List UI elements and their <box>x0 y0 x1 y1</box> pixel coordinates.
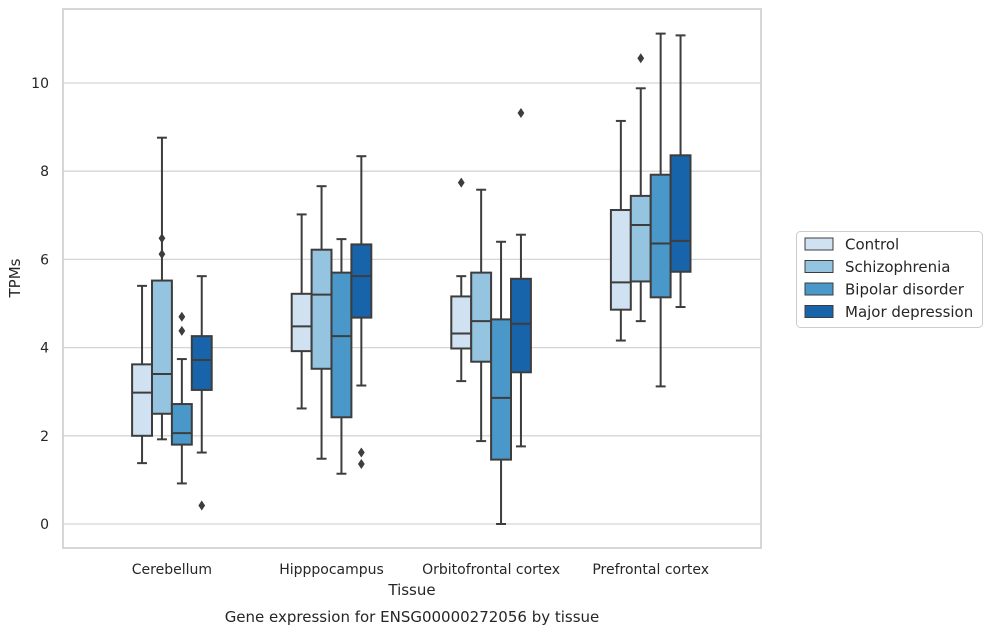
outlier-point <box>198 500 206 511</box>
box-body <box>609 209 632 311</box>
box <box>310 185 333 460</box>
box <box>190 275 213 511</box>
series-bipolar-disorder <box>170 32 672 525</box>
outlier-point <box>178 311 186 322</box>
x-tick-label: Hipppocampus <box>279 562 384 578</box>
box <box>649 32 672 388</box>
legend-item: Major depression <box>804 303 973 321</box>
box-body <box>290 292 313 353</box>
legend-label: Control <box>845 236 899 254</box>
legend-item: Bipolar disorder <box>804 281 965 299</box>
plot-area <box>131 32 692 525</box>
series-schizophrenia <box>151 53 652 460</box>
y-tick-label: 6 <box>40 252 49 268</box>
box-body <box>629 194 652 283</box>
box <box>490 240 513 525</box>
box-body <box>330 271 353 419</box>
box-body <box>310 248 333 370</box>
box <box>131 284 154 465</box>
legend-item: Schizophrenia <box>804 258 950 276</box>
box <box>669 34 692 309</box>
x-axis-label: Tissue <box>387 581 435 599</box>
box-body <box>669 154 692 273</box>
legend-frame <box>796 231 983 328</box>
y-tick-label: 4 <box>40 341 49 357</box>
box <box>170 311 193 485</box>
box <box>290 213 313 410</box>
outlier-point <box>457 177 465 188</box>
y-tick-label: 2 <box>40 429 49 445</box>
legend: Control Schizophrenia Bipolar disorder Majo… <box>796 231 983 328</box>
legend-swatch <box>804 305 834 318</box>
legend-item: Control <box>804 236 899 254</box>
outlier-point <box>178 325 186 336</box>
box-body <box>151 279 173 415</box>
legend-label: Major depression <box>845 303 973 321</box>
outlier-point <box>357 447 365 458</box>
outlier-point <box>357 459 365 470</box>
y-tick-label: 8 <box>40 164 49 180</box>
box-body <box>131 363 154 437</box>
box-body <box>190 335 213 391</box>
legend-label: Bipolar disorder <box>845 281 965 299</box>
chart-caption: Gene expression for ENSG00000272056 by t… <box>225 608 600 626</box>
legend-swatch <box>804 282 834 296</box>
box <box>450 177 473 383</box>
series-control <box>131 119 632 465</box>
outlier-point <box>158 249 166 260</box>
box-body <box>649 173 672 299</box>
y-axis-label: TPMs <box>6 258 24 298</box>
x-tick-label: Orbitofrontal cortex <box>422 562 560 578</box>
box-body <box>490 318 513 461</box>
y-axis-ticks: 0 2 4 6 8 10 <box>31 76 49 533</box>
y-tick-label: 10 <box>31 76 49 92</box>
outlier-point <box>517 107 525 118</box>
legend-swatch <box>804 237 834 251</box>
box <box>151 136 173 441</box>
box-body <box>450 295 473 350</box>
outlier-point <box>158 233 166 244</box>
outlier-point <box>637 53 645 64</box>
box <box>350 155 373 470</box>
box <box>629 53 652 323</box>
legend-swatch <box>804 260 834 273</box>
box-body <box>350 243 373 319</box>
box <box>470 188 493 443</box>
box-body <box>510 277 532 374</box>
series-major-depression <box>190 34 692 511</box>
x-tick-label: Prefrontal cortex <box>592 562 709 578</box>
legend-label: Schizophrenia <box>845 258 950 276</box>
x-axis-ticks: Cerebellum Hipppocampus Orbitofrontal cort… <box>132 562 709 578</box>
box-body <box>170 403 193 446</box>
box <box>510 107 532 448</box>
x-tick-label: Cerebellum <box>132 562 212 578</box>
y-tick-label: 0 <box>40 517 49 533</box>
plot-frame <box>62 8 762 549</box>
box <box>330 238 353 475</box>
box-body <box>470 271 493 363</box>
box <box>609 119 632 342</box>
